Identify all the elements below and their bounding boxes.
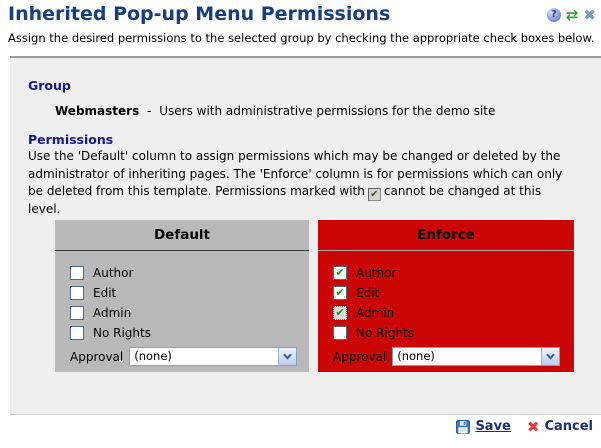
chevron-down-icon[interactable] xyxy=(541,348,560,365)
enforce-no-rights-checkbox[interactable]: ✔ xyxy=(333,326,347,340)
enforce-column-body: ✔ Author ✔ Edit ✔ Admin ✔ No Rights Appr… xyxy=(318,251,574,366)
checkbox-row: ✔ Author xyxy=(333,263,574,283)
page-title: Inherited Pop-up Menu Permissions xyxy=(8,3,391,25)
default-column-header: Default xyxy=(55,220,309,251)
approval-selected-value: (none) xyxy=(134,349,172,363)
permissions-description-text: Use the 'Default' column to assign permi… xyxy=(28,149,563,198)
checkbox-row: ✔ No Rights xyxy=(70,323,309,343)
window-toolbar: ? ⇄ ✖ xyxy=(546,6,596,24)
approval-label: Approval xyxy=(333,349,387,364)
enforce-edit-checkbox[interactable]: ✔ xyxy=(333,286,347,300)
locked-checkbox-indicator-icon: ✔ xyxy=(367,188,381,201)
enforce-author-checkbox[interactable]: ✔ xyxy=(333,266,347,280)
chevron-down-icon[interactable] xyxy=(278,348,297,365)
enforce-column-header: Enforce xyxy=(318,220,574,251)
permissions-description: Use the 'Default' column to assign permi… xyxy=(28,148,576,219)
content-panel: Group Webmasters - Users with administra… xyxy=(10,56,601,415)
checkbox-row: ✔ No Rights xyxy=(333,323,574,343)
checkbox-label: Author xyxy=(93,266,134,280)
checkbox-row: ✔ Admin xyxy=(70,303,309,323)
checkbox-row: ✔ Admin xyxy=(333,303,574,323)
footer-actions: Save ✖ Cancel xyxy=(456,419,593,434)
page-subtitle: Assign the desired permissions to the se… xyxy=(8,31,595,45)
approval-row: Approval (none) xyxy=(333,347,574,366)
check-icon: ✔ xyxy=(335,286,345,299)
checkbox-label: Author xyxy=(356,266,397,280)
default-edit-checkbox[interactable]: ✔ xyxy=(70,286,84,300)
check-icon: ✔ xyxy=(335,306,345,319)
group-line: Webmasters - Users with administrative p… xyxy=(55,104,495,118)
check-icon: ✔ xyxy=(370,189,379,200)
approval-row: Approval (none) xyxy=(70,347,309,366)
permissions-description-text: cannot be changed at this level. xyxy=(28,184,542,216)
enforce-approval-select[interactable]: (none) xyxy=(392,347,561,366)
group-separator: - xyxy=(147,104,152,118)
enforce-admin-checkbox[interactable]: ✔ xyxy=(333,306,347,320)
close-icon[interactable]: ✖ xyxy=(583,6,596,24)
refresh-icon[interactable]: ⇄ xyxy=(565,6,579,24)
checkbox-label: Edit xyxy=(356,286,380,300)
default-admin-checkbox[interactable]: ✔ xyxy=(70,306,84,320)
approval-label: Approval xyxy=(70,349,124,364)
checkbox-label: Edit xyxy=(93,286,117,300)
save-icon xyxy=(456,419,471,434)
enforce-column: Enforce ✔ Author ✔ Edit ✔ Admin ✔ No Rig… xyxy=(318,220,574,372)
group-heading: Group xyxy=(28,78,71,93)
checkbox-row: ✔ Edit xyxy=(70,283,309,303)
save-label: Save xyxy=(475,419,511,434)
check-icon: ✔ xyxy=(335,266,345,279)
default-approval-select[interactable]: (none) xyxy=(129,347,298,366)
default-column-body: ✔ Author ✔ Edit ✔ Admin ✔ No Rights Appr… xyxy=(55,251,309,366)
group-description: Users with administrative permissions fo… xyxy=(159,104,496,118)
approval-selected-value: (none) xyxy=(397,349,435,363)
checkbox-label: No Rights xyxy=(356,326,414,340)
save-button[interactable]: Save xyxy=(456,419,511,434)
default-author-checkbox[interactable]: ✔ xyxy=(70,266,84,280)
cancel-label: Cancel xyxy=(544,419,593,434)
group-name: Webmasters xyxy=(55,104,140,118)
default-column: Default ✔ Author ✔ Edit ✔ Admin ✔ No Rig… xyxy=(55,220,309,372)
cancel-button[interactable]: ✖ Cancel xyxy=(527,419,593,434)
checkbox-label: No Rights xyxy=(93,326,151,340)
default-no-rights-checkbox[interactable]: ✔ xyxy=(70,326,84,340)
cancel-icon: ✖ xyxy=(526,417,540,436)
help-icon[interactable]: ? xyxy=(546,8,561,22)
checkbox-label: Admin xyxy=(93,306,132,320)
permissions-heading: Permissions xyxy=(28,132,114,147)
checkbox-row: ✔ Author xyxy=(70,263,309,283)
checkbox-row: ✔ Edit xyxy=(333,283,574,303)
checkbox-label: Admin xyxy=(356,306,395,320)
